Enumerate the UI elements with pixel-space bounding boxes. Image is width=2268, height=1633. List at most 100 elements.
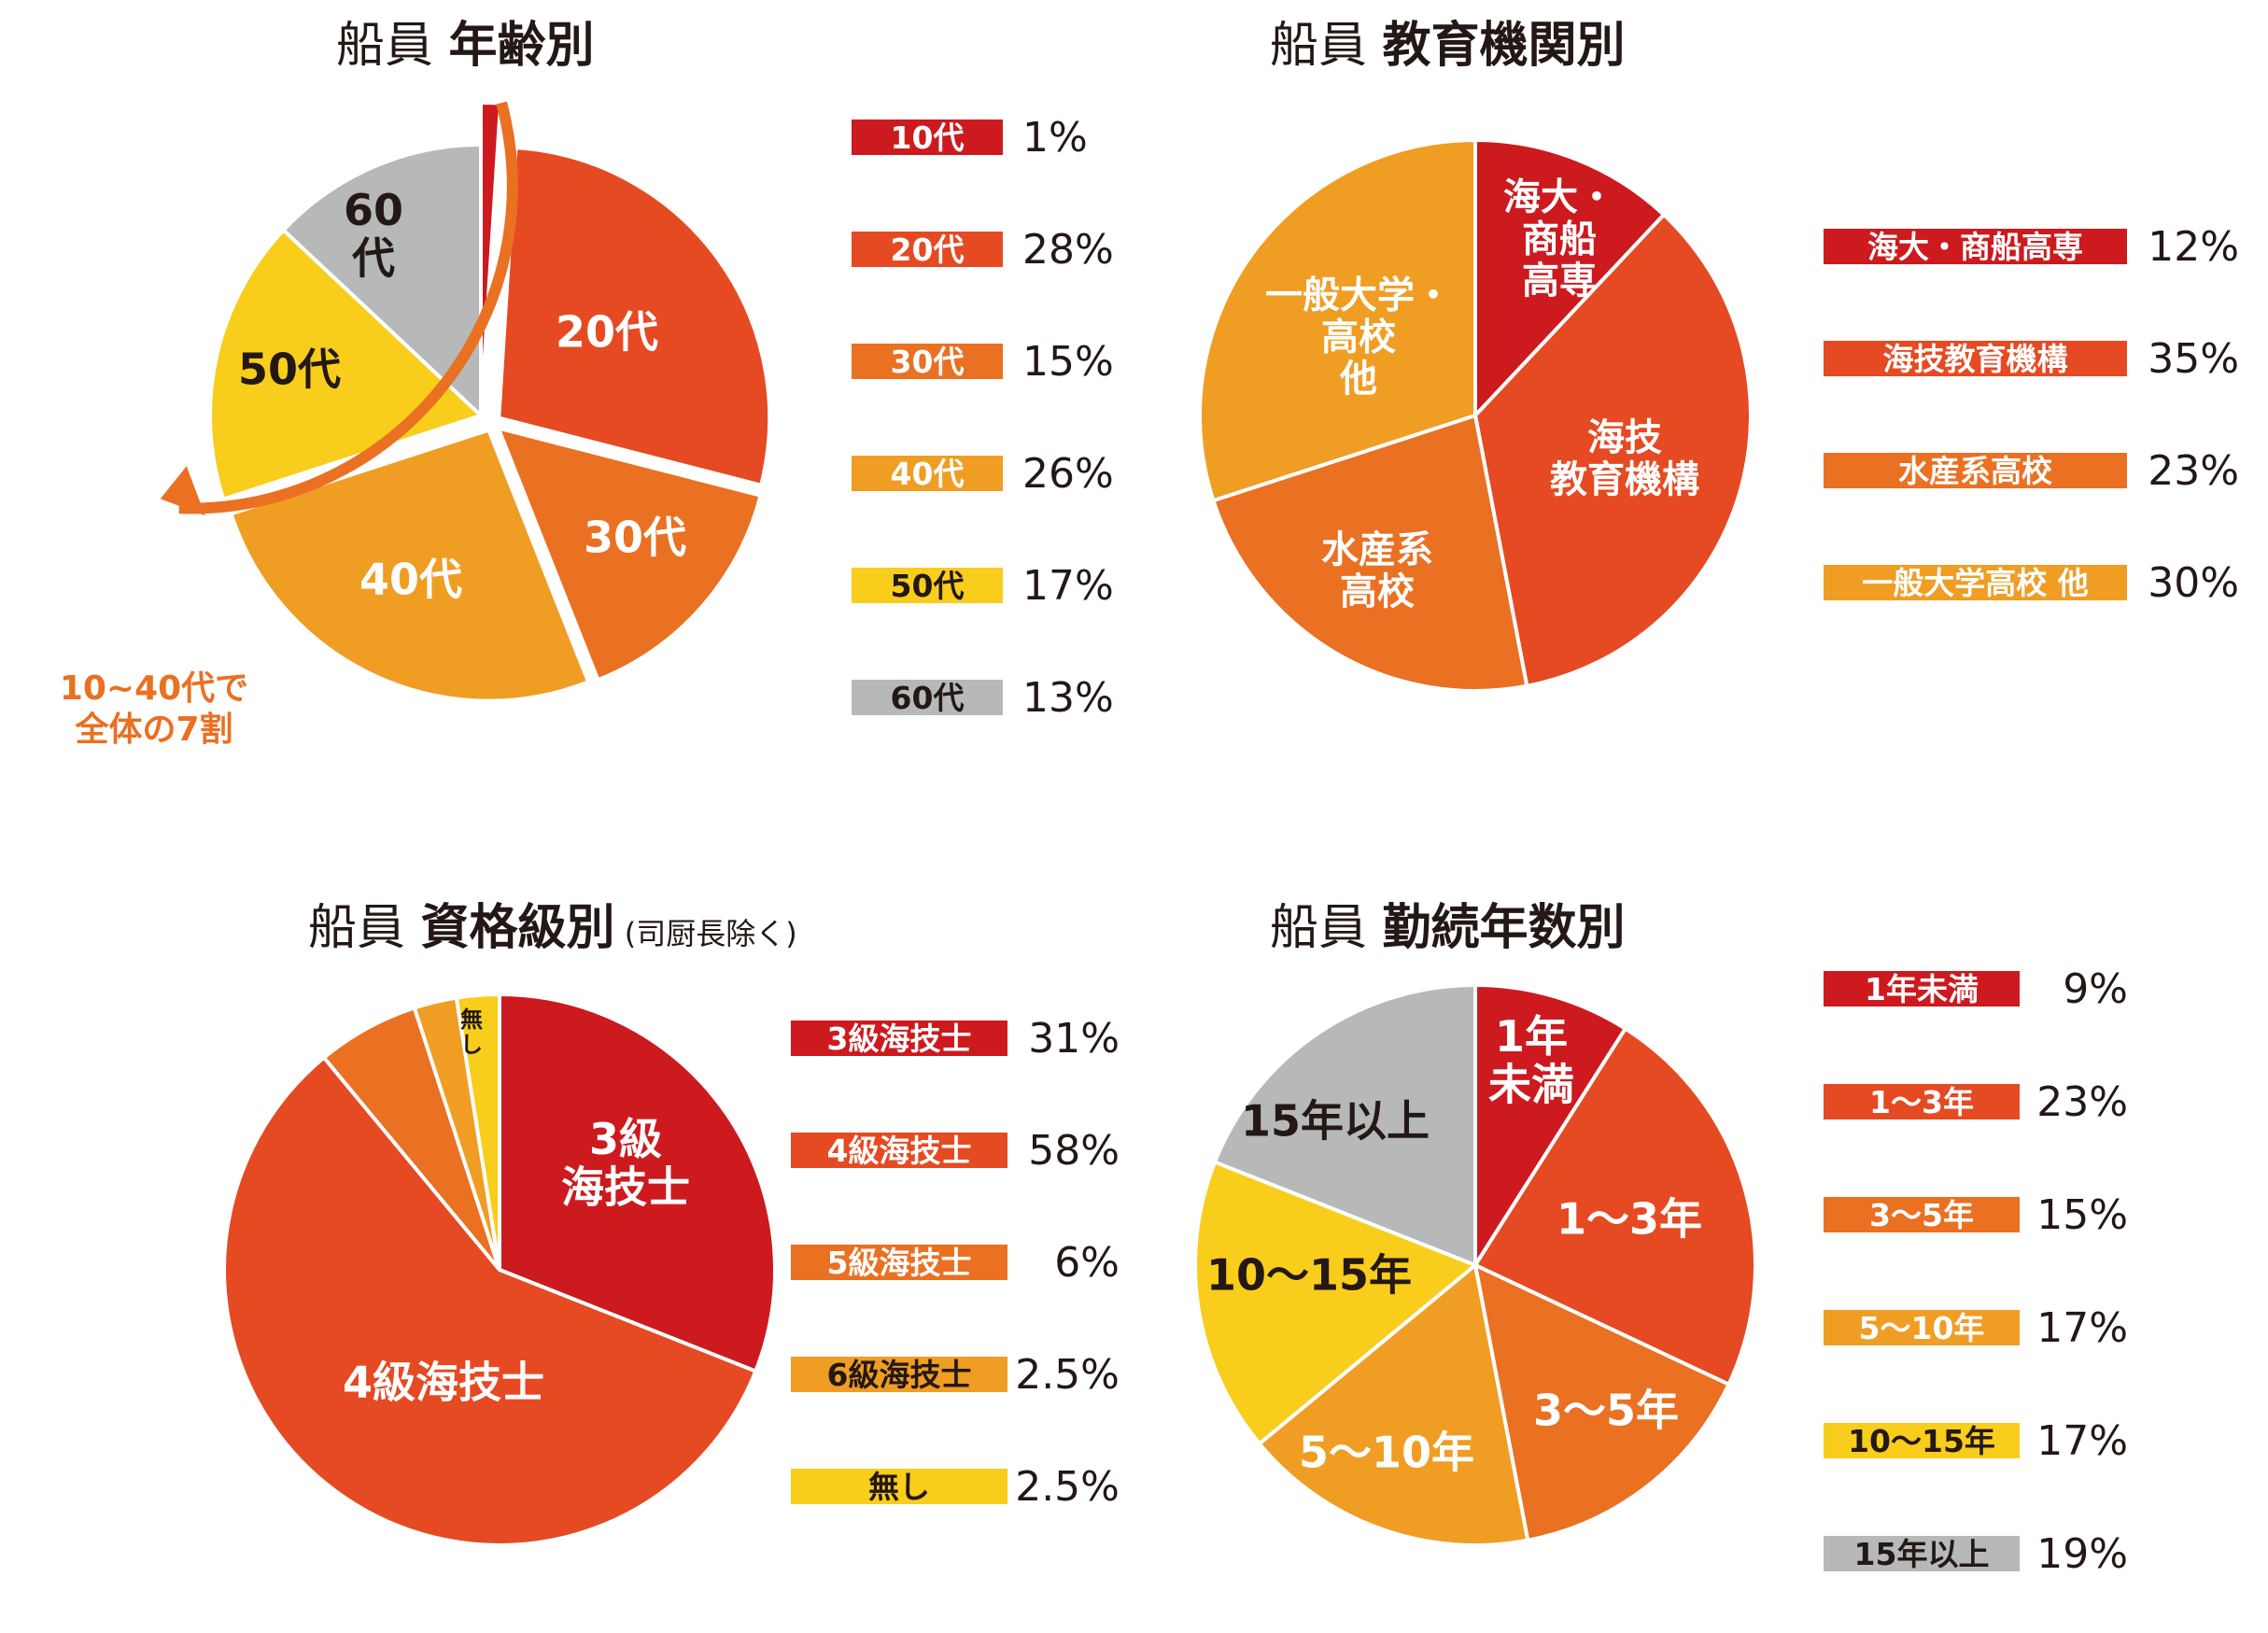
legend-label: 3級海技士 bbox=[827, 1021, 972, 1057]
pie-slice bbox=[479, 100, 503, 416]
legend-swatch bbox=[852, 568, 1003, 603]
slice-label: 60 代 bbox=[344, 185, 403, 284]
legend-label: 海大・商船高専 bbox=[1867, 229, 2083, 265]
legend-percent: 9% bbox=[2063, 965, 2128, 1013]
slice-label: 4級海技士 bbox=[343, 1358, 544, 1408]
chart-title: 船員 資格級別 (司厨長除く) bbox=[308, 900, 797, 956]
slice-label: 3～5年 bbox=[1533, 1386, 1679, 1436]
slice-label: 1～3年 bbox=[1557, 1194, 1702, 1245]
legend-swatch bbox=[1824, 971, 2020, 1007]
legend-swatch bbox=[852, 120, 1003, 155]
chart-title: 船員 教育機関別 bbox=[1270, 18, 1626, 74]
legend-swatch bbox=[852, 344, 1003, 379]
legend-swatch bbox=[1824, 453, 2127, 488]
legend-swatch bbox=[1824, 565, 2127, 600]
legend-percent: 23% bbox=[2036, 1078, 2128, 1126]
legend-label: 4級海技士 bbox=[827, 1133, 972, 1169]
pie-slice bbox=[1473, 137, 1667, 421]
legend-percent: 6% bbox=[1054, 1239, 1120, 1287]
chart-title-prefix: 船員 bbox=[1270, 900, 1383, 956]
slice-label: 水産系高校 bbox=[1321, 528, 1433, 613]
pie-slice bbox=[1472, 212, 1753, 689]
legend-percent: 1% bbox=[1022, 114, 1088, 162]
slice-label: 1年未満 bbox=[1488, 1011, 1574, 1110]
legend-swatch bbox=[791, 1469, 1007, 1504]
pie-slice bbox=[498, 992, 777, 1374]
chart-title: 船員 勤続年数別 bbox=[1270, 900, 1626, 956]
pie-slice bbox=[1210, 413, 1529, 693]
legend-percent: 28% bbox=[1022, 226, 1114, 274]
slice-label: 20代 bbox=[556, 307, 658, 358]
pie-slice bbox=[229, 428, 591, 703]
chart-title-main: 年齢別 bbox=[449, 18, 595, 74]
legend-percent: 2.5% bbox=[1015, 1463, 1120, 1511]
pie-slice bbox=[495, 425, 764, 683]
legend-percent: 26% bbox=[1022, 450, 1114, 498]
legend-label: 30代 bbox=[891, 344, 965, 380]
legend-label: 50代 bbox=[891, 568, 965, 604]
chart-title-main: 教育機関別 bbox=[1383, 18, 1626, 74]
pie-slice bbox=[1257, 1261, 1530, 1548]
legend-label: 水産系高校 bbox=[1898, 453, 2052, 489]
pie-slice bbox=[1193, 1159, 1479, 1447]
pie-slice bbox=[280, 142, 483, 420]
slice-label: 15年以上 bbox=[1241, 1096, 1430, 1147]
pie-chart-2: 船員 教育機関別海大・商船高専海技教育機構水産系高校一般大学・高校他海大・商船高… bbox=[1198, 18, 2239, 693]
legend-label: 60代 bbox=[891, 680, 965, 716]
legend-percent: 15% bbox=[1022, 338, 1114, 386]
legend-swatch bbox=[1824, 341, 2127, 376]
chart-title-prefix: 船員 bbox=[1270, 18, 1383, 74]
legend-swatch bbox=[1824, 1197, 2020, 1232]
legend-label: 一般大学高校 他 bbox=[1862, 565, 2089, 601]
legend-label: 5～10年 bbox=[1859, 1310, 1985, 1346]
pie-slice bbox=[208, 227, 485, 502]
legend-percent: 13% bbox=[1022, 674, 1114, 722]
legend-percent: 19% bbox=[2036, 1530, 2128, 1578]
legend-swatch bbox=[1824, 1310, 2020, 1345]
legend-percent: 58% bbox=[1028, 1127, 1120, 1175]
chart-title-prefix: 船員 bbox=[336, 18, 449, 74]
legend-label: 40代 bbox=[891, 456, 965, 492]
legend-label: 6級海技士 bbox=[827, 1357, 972, 1393]
legend-label: 15年以上 bbox=[1854, 1536, 1990, 1572]
slice-label: 無し bbox=[460, 1007, 483, 1058]
pie-chart-1: 船員 年齢別 20代 30代 40代 50代 60 代 10代 1% 20代 28% 30代 15% 40… bbox=[60, 18, 1114, 749]
legend-percent: 35% bbox=[2148, 335, 2239, 383]
legend-label: 海技教育機構 bbox=[1883, 341, 2068, 377]
legend-swatch bbox=[1824, 1084, 2020, 1119]
legend-label: 10～15年 bbox=[1848, 1423, 1995, 1459]
pie-slice bbox=[1473, 982, 1628, 1272]
legend-percent: 30% bbox=[2148, 559, 2239, 607]
chart-title-prefix: 船員 bbox=[308, 900, 421, 956]
chart-title-main: 勤続年数別 bbox=[1383, 900, 1626, 956]
legend-percent: 23% bbox=[2148, 447, 2239, 495]
pie-slice bbox=[222, 1054, 758, 1547]
pie-chart-4: 船員 勤続年数別 1年未満 1～3年 3～5年 5～10年 10～15年 15年以上 1年未満… bbox=[1193, 900, 2128, 1578]
legend-swatch bbox=[1824, 229, 2127, 264]
legend-label: 無し bbox=[868, 1469, 930, 1505]
legend-percent: 15% bbox=[2036, 1191, 2128, 1239]
legend-swatch bbox=[791, 1133, 1007, 1168]
legend-percent: 17% bbox=[2036, 1304, 2128, 1352]
slice-label: 5～10年 bbox=[1299, 1428, 1474, 1478]
pie-slice bbox=[1212, 982, 1477, 1268]
pie-slice bbox=[1472, 1261, 1732, 1543]
slice-label: 30代 bbox=[584, 513, 686, 563]
chart-title: 船員 年齢別 bbox=[336, 18, 595, 74]
chart-title-main: 資格級別 bbox=[421, 900, 615, 956]
legend-label: 5級海技士 bbox=[827, 1245, 972, 1281]
legend-label: 1～3年 bbox=[1869, 1084, 1974, 1120]
pie-slice bbox=[454, 992, 501, 1271]
slice-label: 3級海技士 bbox=[561, 1114, 690, 1213]
slice-label: 海技教育機構 bbox=[1550, 416, 1699, 501]
legend-label: 10代 bbox=[891, 120, 965, 156]
legend-swatch bbox=[791, 1245, 1007, 1280]
legend-swatch bbox=[1824, 1423, 2020, 1458]
legend-percent: 17% bbox=[2036, 1417, 2128, 1465]
legend-percent: 12% bbox=[2148, 223, 2239, 271]
pie-slice bbox=[1198, 137, 1477, 503]
pie-slice bbox=[497, 145, 772, 488]
annotation-arrowhead bbox=[160, 466, 205, 516]
